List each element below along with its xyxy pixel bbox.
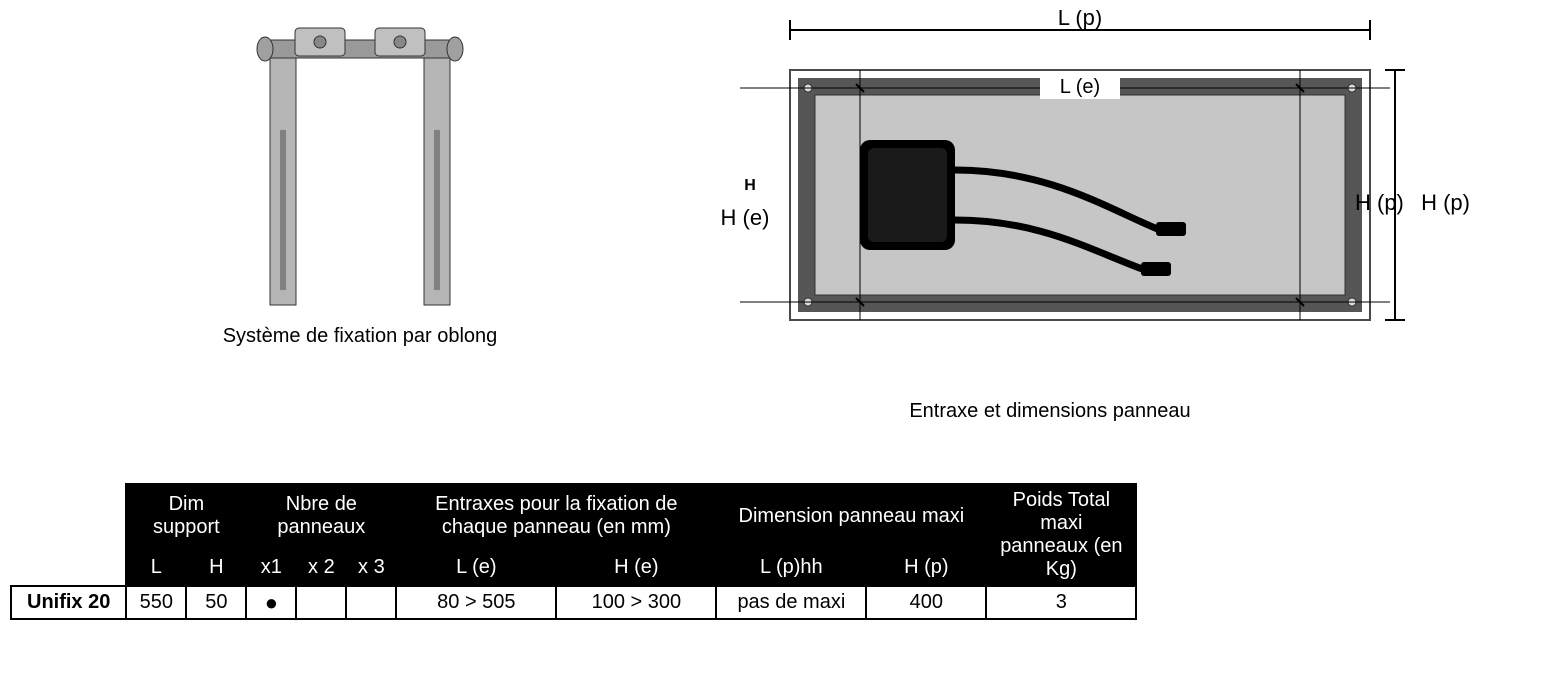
hdr-poids: Poids Total maxi panneaux (en Kg) xyxy=(986,484,1136,586)
empty-corner xyxy=(11,484,126,586)
cell-x1: ● xyxy=(246,586,296,619)
hdr-He: H (e) xyxy=(556,548,716,586)
label-Hp-text: H (p) xyxy=(1421,190,1470,216)
panel-caption: Entraxe et dimensions panneau xyxy=(909,400,1190,423)
cell-L: 550 xyxy=(126,586,186,619)
hdr-x2: x 2 xyxy=(296,548,346,586)
row-name: Unifix 20 xyxy=(11,586,126,619)
hdr-Lphh: L (p)hh xyxy=(716,548,866,586)
label-Hp: H (p) xyxy=(1355,190,1404,215)
hdr-entraxes: Entraxes pour la fixation de chaque pann… xyxy=(396,484,716,548)
hdr-H: H xyxy=(186,548,246,586)
cell-Le: 80 > 505 xyxy=(396,586,556,619)
hdr-L: L xyxy=(126,548,186,586)
label-Le: L (e) xyxy=(1060,76,1100,98)
label-H: H xyxy=(744,177,756,194)
hdr-Le: L (e) xyxy=(396,548,556,586)
cell-H: 50 xyxy=(186,586,246,619)
bracket-svg xyxy=(210,10,510,310)
bracket-figure: Système de fixation par oblong xyxy=(210,10,510,348)
table-row: Unifix 20 550 50 ● 80 > 505 100 > 300 pa… xyxy=(11,586,1136,619)
cell-x3 xyxy=(346,586,396,619)
hdr-x3: x 3 xyxy=(346,548,396,586)
hdr-dim-panneau: Dimension panneau maxi xyxy=(716,484,986,548)
spec-table: Dim support Nbre de panneaux Entraxes po… xyxy=(10,483,1137,620)
cell-poids: 3 xyxy=(986,586,1136,619)
cell-Hp: 400 xyxy=(866,586,986,619)
hdr-x1: x1 xyxy=(246,548,296,586)
panel-svg: L (p) L (e) xyxy=(690,10,1410,370)
hdr-Hp: H (p) xyxy=(866,548,986,586)
panel-figure: L (p) L (e) xyxy=(690,10,1410,423)
hdr-dim-support: Dim support xyxy=(126,484,246,548)
label-He: H (e) xyxy=(721,205,770,230)
bracket-caption: Système de fixation par oblong xyxy=(223,325,498,348)
cell-Lphh: pas de maxi xyxy=(716,586,866,619)
cell-x2 xyxy=(296,586,346,619)
spec-table-wrap: Dim support Nbre de panneaux Entraxes po… xyxy=(10,483,1555,620)
label-Lp: L (p) xyxy=(1058,10,1102,30)
cell-He: 100 > 300 xyxy=(556,586,716,619)
hdr-nbre: Nbre de panneaux xyxy=(246,484,396,548)
figures-row: Système de fixation par oblong L (p) L (… xyxy=(210,10,1555,423)
